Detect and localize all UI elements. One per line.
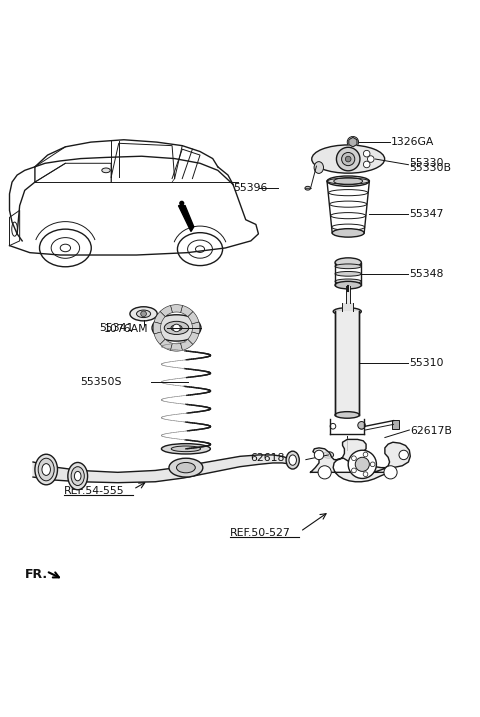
Wedge shape — [154, 332, 165, 344]
Wedge shape — [170, 305, 182, 313]
Circle shape — [141, 311, 146, 317]
Text: 55330B: 55330B — [409, 163, 451, 174]
Ellipse shape — [35, 455, 58, 485]
Ellipse shape — [326, 453, 331, 457]
Circle shape — [342, 153, 355, 166]
Text: FR.: FR. — [24, 569, 48, 581]
Ellipse shape — [335, 412, 360, 418]
Wedge shape — [154, 311, 165, 324]
Circle shape — [336, 147, 360, 171]
Ellipse shape — [177, 462, 195, 473]
Circle shape — [355, 457, 369, 471]
Ellipse shape — [68, 462, 87, 490]
Polygon shape — [33, 455, 292, 483]
Circle shape — [370, 462, 375, 467]
Circle shape — [314, 450, 324, 460]
Ellipse shape — [286, 451, 299, 469]
Circle shape — [363, 472, 368, 477]
Wedge shape — [188, 311, 199, 324]
Circle shape — [347, 136, 359, 148]
Ellipse shape — [74, 471, 81, 481]
Bar — [392, 419, 399, 429]
Polygon shape — [179, 206, 194, 232]
Text: REF.54-555: REF.54-555 — [63, 486, 124, 496]
Ellipse shape — [152, 315, 201, 341]
Circle shape — [399, 450, 408, 460]
Circle shape — [173, 324, 180, 332]
Circle shape — [358, 422, 365, 429]
Circle shape — [368, 156, 374, 162]
Circle shape — [351, 456, 356, 460]
Ellipse shape — [335, 258, 361, 267]
Text: 55347: 55347 — [409, 209, 444, 219]
Ellipse shape — [323, 452, 334, 458]
Text: 55310: 55310 — [409, 358, 444, 369]
Ellipse shape — [335, 281, 361, 289]
Text: 62618: 62618 — [250, 453, 285, 463]
Ellipse shape — [327, 176, 370, 186]
Ellipse shape — [169, 458, 203, 477]
Ellipse shape — [164, 321, 189, 335]
Ellipse shape — [171, 446, 201, 452]
Wedge shape — [153, 322, 161, 334]
Ellipse shape — [335, 279, 361, 284]
Wedge shape — [170, 343, 182, 351]
Ellipse shape — [332, 229, 364, 237]
Circle shape — [363, 151, 370, 157]
Circle shape — [346, 156, 351, 162]
Ellipse shape — [305, 186, 311, 190]
Circle shape — [180, 201, 184, 205]
Ellipse shape — [136, 310, 151, 318]
Ellipse shape — [334, 178, 362, 185]
Polygon shape — [349, 138, 357, 147]
Circle shape — [384, 466, 397, 479]
Wedge shape — [192, 322, 200, 334]
Wedge shape — [160, 305, 172, 317]
Text: 1076AM: 1076AM — [104, 324, 148, 334]
Text: 1326GA: 1326GA — [391, 137, 434, 147]
Bar — [335, 311, 360, 415]
Ellipse shape — [335, 272, 361, 276]
Text: 55396: 55396 — [233, 184, 267, 193]
Text: 55341: 55341 — [99, 323, 133, 333]
Circle shape — [348, 450, 376, 478]
Text: 55348: 55348 — [409, 269, 444, 279]
Ellipse shape — [42, 464, 50, 475]
Ellipse shape — [289, 455, 297, 465]
Text: 55350S: 55350S — [80, 377, 121, 387]
Wedge shape — [160, 339, 172, 351]
Wedge shape — [180, 339, 193, 351]
Circle shape — [363, 452, 368, 457]
Ellipse shape — [71, 467, 84, 485]
Circle shape — [359, 424, 364, 429]
Wedge shape — [188, 332, 199, 344]
Polygon shape — [311, 440, 410, 482]
Ellipse shape — [333, 308, 361, 315]
Ellipse shape — [314, 161, 324, 174]
Text: 62617B: 62617B — [410, 427, 452, 437]
Ellipse shape — [38, 458, 54, 481]
Text: 55330: 55330 — [409, 158, 444, 168]
Circle shape — [318, 466, 331, 479]
Text: REF.50-527: REF.50-527 — [229, 528, 290, 538]
Ellipse shape — [102, 168, 110, 173]
Circle shape — [330, 424, 336, 429]
Ellipse shape — [312, 145, 384, 174]
Wedge shape — [180, 305, 193, 317]
Ellipse shape — [335, 264, 361, 269]
Circle shape — [363, 161, 370, 168]
Ellipse shape — [171, 325, 182, 331]
Circle shape — [351, 468, 356, 473]
Ellipse shape — [130, 307, 157, 321]
Ellipse shape — [161, 444, 210, 454]
